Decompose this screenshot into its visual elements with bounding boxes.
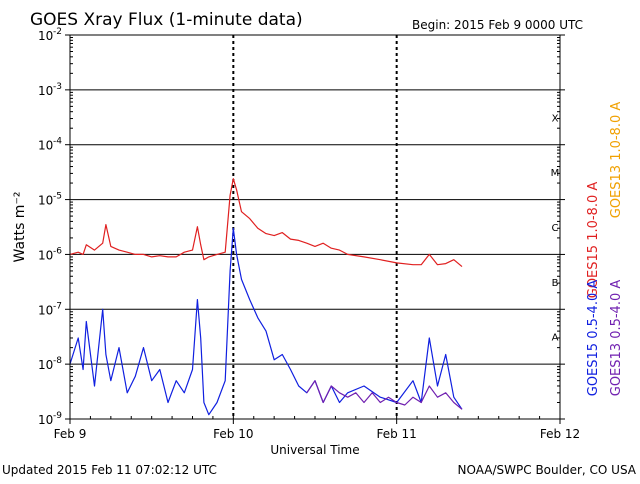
legend: GOES15 1.0-8.0 A GOES13 1.0-8.0 A GOES15 0… [586,102,624,397]
y-tick-label-exponent: -4 [53,137,62,147]
y-tick-label: 10 [38,84,53,98]
y-tick-label-exponent: -5 [53,192,62,202]
flare-class-label: X [552,113,559,124]
credit-label: NOAA/SWPC Boulder, CO USA [458,463,637,477]
y-axis-label: Watts m⁻² [12,192,28,263]
x-axis-ticks: Feb 9 Feb 10 Feb 11 Feb 12 [54,416,580,441]
begin-label: Begin: 2015 Feb 9 0000 UTC [412,18,583,32]
y-tick-label-exponent: -2 [53,27,62,37]
legend-entry: GOES13 0.5-4.0 A [609,280,624,397]
flare-class-label: M [551,168,560,179]
y-axis-ticks: 10-910-810-710-610-510-410-310-2 [38,27,565,427]
updated-label: Updated 2015 Feb 11 07:02:12 UTC [2,463,217,477]
legend-entry: GOES15 1.0-8.0 A [586,182,601,299]
y-tick-label: 10 [38,194,53,208]
flare-class-label: C [552,223,559,234]
flare-class-label: A [552,333,559,344]
chart-title: GOES Xray Flux (1-minute data) [30,10,303,30]
x-tick-label: Feb 9 [54,427,87,441]
flare-class-label: B [552,278,559,289]
grid-lines [70,35,560,419]
series-line-0 [69,178,463,268]
x-tick-label: Feb 11 [376,427,416,441]
y-tick-label: 10 [38,413,53,427]
y-tick-label: 10 [38,248,53,262]
y-tick-label-exponent: -6 [53,246,62,256]
y-tick-label-exponent: -8 [53,356,62,366]
x-axis-label: Universal Time [270,443,359,457]
y-tick-label-exponent: -3 [53,82,62,92]
y-tick-label: 10 [38,139,53,153]
y-tick-label: 10 [38,358,53,372]
series-line-3 [306,380,463,410]
x-tick-label: Feb 12 [540,427,580,441]
legend-entry: GOES13 1.0-8.0 A [609,102,624,219]
legend-entry: GOES15 0.5-4.0 A [586,280,601,397]
series-line-2 [69,227,463,416]
y-tick-label-exponent: -9 [53,411,62,421]
flare-class-labels: A B C M X [551,113,560,343]
y-tick-label: 10 [38,29,53,43]
x-tick-label: Feb 10 [213,427,253,441]
y-tick-label-exponent: -7 [53,301,62,311]
series-lines [69,178,463,416]
y-tick-label: 10 [38,303,53,317]
